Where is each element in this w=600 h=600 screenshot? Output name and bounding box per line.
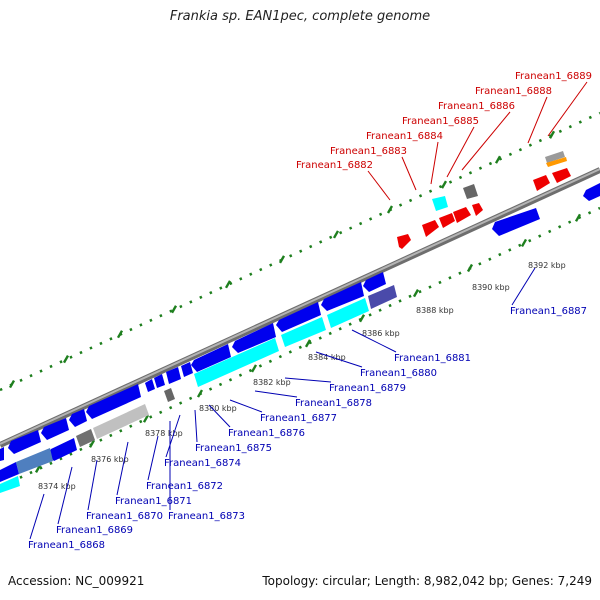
forward-gene-label[interactable]: Franean1_6882: [296, 160, 373, 171]
label-leaders: [29, 81, 588, 540]
forward-gene-label[interactable]: Franean1_6886: [438, 101, 515, 112]
reverse-gene[interactable]: [145, 379, 155, 392]
reverse-gene[interactable]: [363, 272, 386, 292]
reverse-gene-label[interactable]: Franean1_6874: [164, 458, 241, 469]
reverse-gene[interactable]: [0, 462, 19, 482]
reverse-gene[interactable]: [48, 438, 77, 461]
reverse-gene[interactable]: [154, 374, 165, 388]
accession-text: Accession: NC_009921: [8, 574, 145, 588]
reverse-rna[interactable]: [281, 317, 326, 347]
genome-backbone: [0, 167, 600, 448]
pseudogene[interactable]: [463, 184, 478, 199]
forward-gene[interactable]: [533, 175, 550, 191]
kbp-label: 8384 kbp: [308, 353, 346, 362]
kbp-label: 8380 kbp: [199, 404, 237, 413]
reverse-gene-label[interactable]: Franean1_6871: [115, 496, 192, 507]
forward-gene[interactable]: [453, 207, 471, 223]
forward-gene[interactable]: [439, 213, 455, 228]
pseudogene[interactable]: [76, 429, 95, 447]
reverse-gene-label[interactable]: Franean1_6869: [56, 525, 133, 536]
genome-title: Frankia sp. EAN1pec, complete genome: [169, 9, 431, 24]
reverse-gene[interactable]: [41, 418, 69, 440]
reverse-gene[interactable]: [191, 344, 231, 372]
forward-gene[interactable]: [552, 168, 571, 183]
reverse-gene-label[interactable]: Franean1_6868: [28, 540, 105, 551]
reverse-gene[interactable]: [368, 285, 397, 309]
reverse-gene[interactable]: [232, 323, 276, 353]
reverse-gene-shaded[interactable]: [16, 448, 53, 474]
reverse-gene-label[interactable]: Franean1_6873: [168, 511, 245, 522]
reverse-gene-label[interactable]: Franean1_6870: [86, 511, 163, 522]
outer-tick-track: [0, 111, 600, 392]
reverse-gene[interactable]: [181, 362, 193, 377]
reverse-gene-label[interactable]: Franean1_6887: [510, 306, 587, 317]
forward-gene[interactable]: [472, 203, 483, 216]
forward-gene-label[interactable]: Franean1_6885: [402, 116, 479, 127]
reverse-gene[interactable]: [166, 367, 181, 384]
reverse-gene-label[interactable]: Franean1_6880: [360, 368, 437, 379]
reverse-rna[interactable]: [194, 338, 279, 387]
reverse-gene-label[interactable]: Franean1_6875: [195, 443, 272, 454]
kbp-label: 8390 kbp: [472, 283, 510, 292]
forward-gene[interactable]: [422, 220, 439, 237]
reverse-gene-label[interactable]: Franean1_6876: [228, 428, 305, 439]
forward-gene-label[interactable]: Franean1_6888: [475, 86, 552, 97]
pseudogene[interactable]: [93, 404, 149, 439]
reverse-gene[interactable]: [321, 282, 364, 311]
reverse-gene-label[interactable]: Franean1_6878: [295, 398, 372, 409]
forward-gene-label[interactable]: Franean1_6884: [366, 131, 443, 142]
inner-tick-track: [0, 206, 600, 489]
reverse-gene-label[interactable]: Franean1_6881: [394, 353, 471, 364]
forward-gene-labels: Franean1_6882 Franean1_6883 Franean1_6884 F…: [296, 71, 592, 171]
kbp-label: 8382 kbp: [253, 378, 291, 387]
kbp-label: 8388 kbp: [416, 306, 454, 315]
reverse-gene[interactable]: [0, 447, 4, 461]
topology-info: Topology: circular; Length: 8,982,042 bp…: [262, 574, 592, 588]
forward-gene-label[interactable]: Franean1_6889: [515, 71, 592, 82]
kbp-scale: 8374 kbp 8376 kbp 8378 kbp 8380 kbp 8382 kbp…: [38, 261, 566, 491]
kbp-label: 8374 kbp: [38, 482, 76, 491]
reverse-gene[interactable]: [8, 430, 41, 454]
reverse-rna[interactable]: [327, 298, 369, 328]
reverse-rna[interactable]: [0, 476, 20, 493]
forward-gene[interactable]: [397, 234, 411, 249]
reverse-strand-features: [0, 183, 600, 493]
reverse-gene[interactable]: [69, 409, 87, 427]
reverse-gene-label[interactable]: Franean1_6879: [329, 383, 406, 394]
pseudogene[interactable]: [545, 151, 565, 163]
tick-tracks: [0, 111, 600, 489]
kbp-label: 8378 kbp: [145, 429, 183, 438]
pseudogene[interactable]: [164, 388, 175, 402]
reverse-gene-label[interactable]: Franean1_6877: [260, 413, 337, 424]
reverse-gene[interactable]: [492, 208, 540, 236]
forward-gene-label[interactable]: Franean1_6883: [330, 146, 407, 157]
reverse-gene[interactable]: [86, 384, 141, 419]
forward-strand-features: [397, 151, 571, 249]
forward-rna[interactable]: [432, 196, 448, 211]
reverse-gene[interactable]: [276, 302, 321, 332]
kbp-label: 8392 kbp: [528, 261, 566, 270]
reverse-gene-labels: Franean1_6868 Franean1_6869 Franean1_6870 F…: [28, 306, 587, 551]
kbp-label: 8386 kbp: [362, 329, 400, 338]
kbp-label: 8376 kbp: [91, 455, 129, 464]
reverse-gene[interactable]: [583, 183, 600, 201]
forward-misc-feature[interactable]: [546, 157, 567, 167]
reverse-gene-label[interactable]: Franean1_6872: [146, 481, 223, 492]
